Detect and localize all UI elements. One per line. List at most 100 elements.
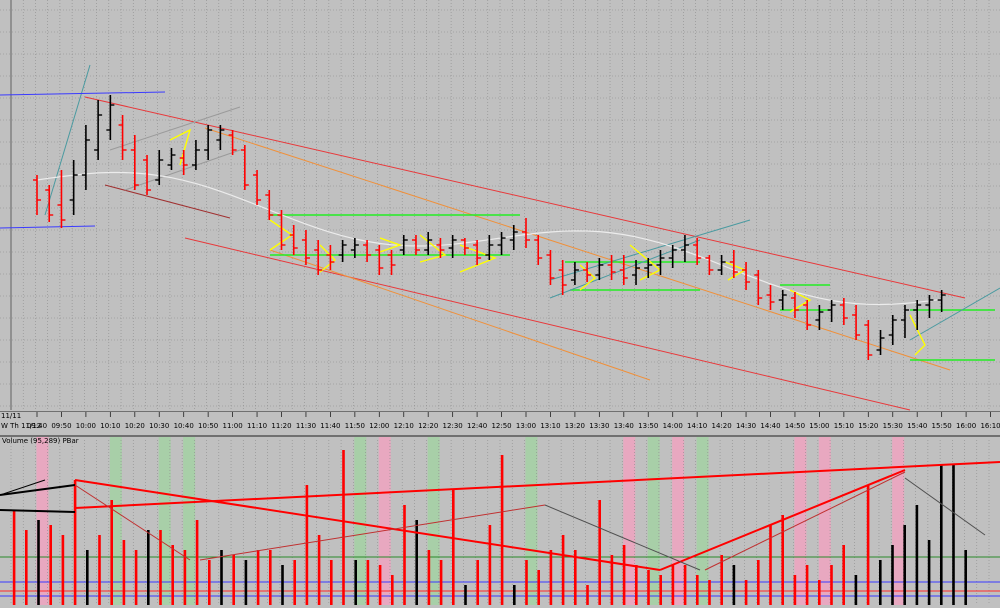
x-tick-label: 12:40 [467, 422, 487, 430]
date-label-top: 11/11 [1, 412, 21, 420]
volume-trend-line [904, 477, 986, 536]
x-tick-label: 10:00 [76, 422, 96, 430]
volume-bar [452, 490, 455, 605]
x-tick-label: 10:30 [149, 422, 169, 430]
trend-line [84, 96, 966, 299]
x-tick-label: 15:40 [907, 422, 927, 430]
volume-bar [110, 500, 113, 605]
x-tick-label: 14:00 [663, 422, 683, 430]
x-tick-label: 14:20 [712, 422, 732, 430]
volume-bar [171, 545, 174, 605]
trend-line [204, 127, 951, 371]
volume-bar [256, 550, 260, 605]
volume-bar [12, 510, 16, 605]
volume-bar [378, 565, 382, 605]
x-tick-label: 12:00 [369, 422, 389, 430]
volume-highlight-green [427, 437, 440, 605]
x-tick-label: 13:50 [638, 422, 658, 430]
volume-bar [415, 520, 418, 605]
trend-line [0, 225, 96, 229]
volume-bar [500, 455, 504, 605]
trend-line [44, 64, 91, 216]
volume-bar [561, 535, 565, 605]
x-tick-label: 16:10 [980, 422, 1000, 430]
x-tick-label: 11:20 [271, 422, 291, 430]
volume-bar [476, 560, 479, 605]
volume-bar [635, 565, 638, 605]
trend-line [104, 184, 231, 219]
volume-bar [647, 570, 650, 605]
triangle-pattern [459, 244, 497, 273]
volume-bar [220, 550, 223, 605]
trend-line [269, 249, 651, 381]
volume-bar [86, 550, 89, 605]
volume-trend-line [74, 479, 661, 571]
volume-bar [683, 565, 687, 605]
volume-highlight-pink [794, 437, 807, 605]
volume-highlight-pink [818, 437, 831, 605]
volume-bar [842, 545, 845, 605]
volume-bar [439, 560, 443, 605]
volume-bar [25, 530, 28, 605]
price-pane [0, 0, 1000, 413]
volume-bar [232, 555, 235, 605]
x-tick-label: 11:50 [345, 422, 365, 430]
x-tick-label: 15:20 [858, 422, 878, 430]
volume-bar [427, 550, 431, 605]
x-tick-label: 09:40 [27, 422, 47, 430]
x-tick-label: 10:40 [174, 422, 194, 430]
volume-bar [549, 550, 553, 605]
volume-bar [281, 565, 284, 605]
volume-bar [342, 450, 345, 605]
x-tick-label: 14:50 [785, 422, 805, 430]
volume-trend-overlays [0, 461, 1000, 571]
volume-bar [61, 535, 65, 605]
volume-bar [488, 525, 492, 605]
x-tick-label: 09:50 [51, 422, 71, 430]
volume-bar [598, 500, 601, 605]
x-tick-label: 16:00 [956, 422, 976, 430]
triangle-pattern [789, 289, 812, 313]
volume-bar [293, 560, 296, 605]
x-tick-labels: 09:40 09:50 10:00 10:10 10:20 10:30 10:40 10:50… [27, 412, 1000, 430]
volume-highlight-bands [36, 437, 905, 605]
volume-bar [903, 525, 906, 605]
volume-bar [891, 545, 894, 605]
volume-bars [12, 450, 967, 605]
date-label-bottom: W Th 11/12 [1, 422, 41, 430]
volume-bar [879, 560, 882, 605]
price-grid [0, 0, 1000, 410]
volume-bar [964, 550, 967, 605]
trend-line-overlays [0, 64, 1000, 411]
x-tick-label: 14:10 [687, 422, 707, 430]
volume-bar [586, 585, 589, 605]
volume-bar [366, 560, 370, 605]
volume-pane: Volume (95,289) PBar [0, 437, 1000, 605]
volume-bar [183, 550, 187, 605]
volume-bar [720, 555, 723, 605]
volume-highlight-pink [623, 437, 636, 605]
volume-bar [208, 560, 211, 605]
x-tick-label: 10:50 [198, 422, 218, 430]
x-tick-label: 15:00 [809, 422, 829, 430]
volume-bar [537, 570, 540, 605]
x-tick-label: 11:40 [320, 422, 340, 430]
volume-bar [134, 550, 138, 605]
volume-bar [195, 520, 199, 605]
price-bars [33, 95, 946, 360]
trend-line [109, 106, 241, 151]
volume-bar [757, 560, 760, 605]
volume-bar [49, 525, 52, 605]
volume-trend-line [74, 461, 1000, 509]
x-tick-label: 14:30 [736, 422, 756, 430]
trend-line [184, 237, 911, 411]
x-tick-label: 13:40 [614, 422, 634, 430]
volume-bar [781, 515, 784, 605]
volume-bar [305, 485, 309, 605]
x-tick-label: 14:40 [760, 422, 780, 430]
volume-bar [464, 585, 467, 605]
volume-bar [830, 565, 833, 605]
time-axis-background [0, 412, 1000, 436]
volume-bar [317, 535, 321, 605]
